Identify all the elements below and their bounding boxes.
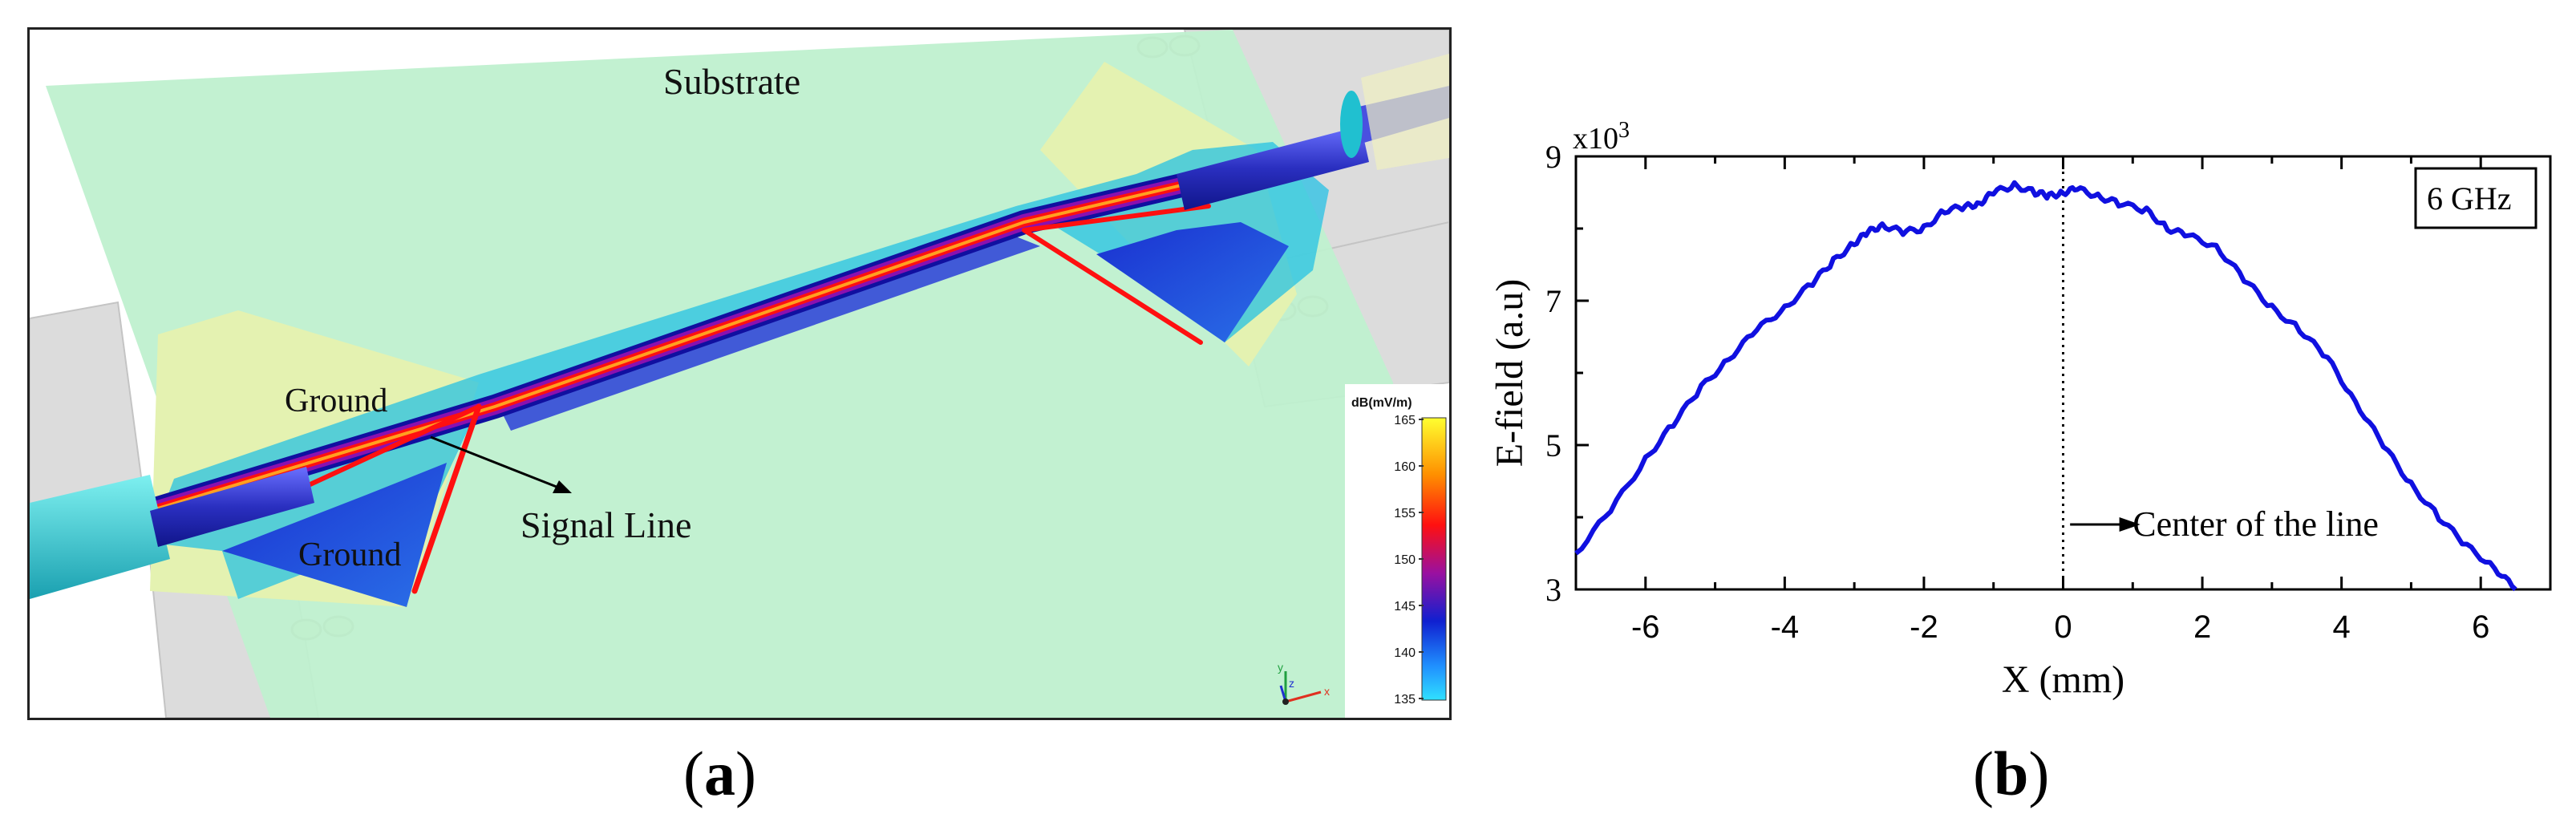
x-tick-label: 6 — [2472, 609, 2489, 645]
colorbar-tick-label: 160 — [1394, 460, 1416, 474]
simulation-render: Substrate Ground Ground Signal Line y z … — [30, 30, 1449, 718]
signal-line-label: Signal Line — [520, 504, 691, 545]
x-tick-label: 2 — [2193, 609, 2211, 645]
axis-ticks — [1574, 155, 2552, 591]
y-tick-label: 5 — [1545, 427, 1561, 464]
ground-label-bottom: Ground — [298, 536, 401, 573]
x-tick-label: -6 — [1631, 609, 1660, 645]
coax-connector-left — [30, 467, 314, 599]
caption-a: (a) — [683, 739, 756, 808]
triad-y-label: y — [1278, 661, 1283, 674]
field-pool-left — [222, 463, 447, 607]
center-annotation-text: Center of the line — [2132, 504, 2379, 544]
colorbar-unit: dB(mV/m) — [1351, 396, 1412, 410]
x-axis-label: X (mm) — [2002, 658, 2124, 701]
caption-b: (b) — [1973, 739, 2050, 808]
e-field-chart: -6 -4 -2 0 2 4 6 3 5 7 9 x103 6 GHz Center of the … — [1468, 96, 2576, 738]
x-tick-label: 4 — [2333, 609, 2351, 645]
field-band-center — [495, 230, 1040, 431]
center-annotation: Center of the line — [2070, 504, 2379, 544]
series-line — [1574, 180, 2517, 592]
tick-labels: -6 -4 -2 0 2 4 6 3 5 7 9 — [1545, 139, 2489, 645]
annotation-box-text: 6 GHz — [2427, 180, 2512, 217]
y-multiplier: x103 — [1573, 118, 1630, 156]
field-simulation-panel: Substrate Ground Ground Signal Line y z … — [27, 27, 1452, 720]
y-tick-label: 9 — [1545, 139, 1561, 175]
triad-x-label: x — [1324, 685, 1330, 698]
ground-label-top: Ground — [285, 383, 387, 419]
plot-frame — [1574, 155, 2552, 591]
y-tick-label: 3 — [1545, 572, 1561, 608]
y-axis-label: E-field (a.u) — [1488, 279, 1531, 468]
center-arrowhead — [2119, 517, 2141, 532]
x-tick-label: 0 — [2054, 609, 2072, 645]
signal-line-arrow — [430, 435, 572, 493]
colorbar-tick-label: 145 — [1394, 600, 1416, 613]
colorbar-tick-label: 150 — [1394, 553, 1416, 567]
substrate-label: Substrate — [663, 61, 800, 102]
colorbar-tick-label: 135 — [1394, 693, 1416, 707]
colorbar-tick-label: 165 — [1394, 414, 1416, 427]
colorbar: dB(mV/m) 165 160 155 150 145 140 135 — [1345, 384, 1449, 718]
x-tick-label: -2 — [1910, 609, 1938, 645]
e-field-chart-svg: -6 -4 -2 0 2 4 6 3 5 7 9 x103 6 GHz Center of the … — [1488, 118, 2552, 701]
colorbar-tick-label: 155 — [1394, 507, 1416, 520]
coax-connector-right — [1177, 54, 1449, 210]
colorbar-tick-label: 140 — [1394, 646, 1416, 660]
signal-line-field — [138, 150, 1293, 594]
field-pool-right — [1096, 222, 1289, 342]
triad-z-label: z — [1289, 677, 1294, 690]
x-tick-label: -4 — [1771, 609, 1800, 645]
y-tick-label: 7 — [1545, 283, 1561, 319]
coordinate-triad: y z x — [1278, 661, 1330, 705]
annotation-box: 6 GHz — [2414, 167, 2538, 229]
